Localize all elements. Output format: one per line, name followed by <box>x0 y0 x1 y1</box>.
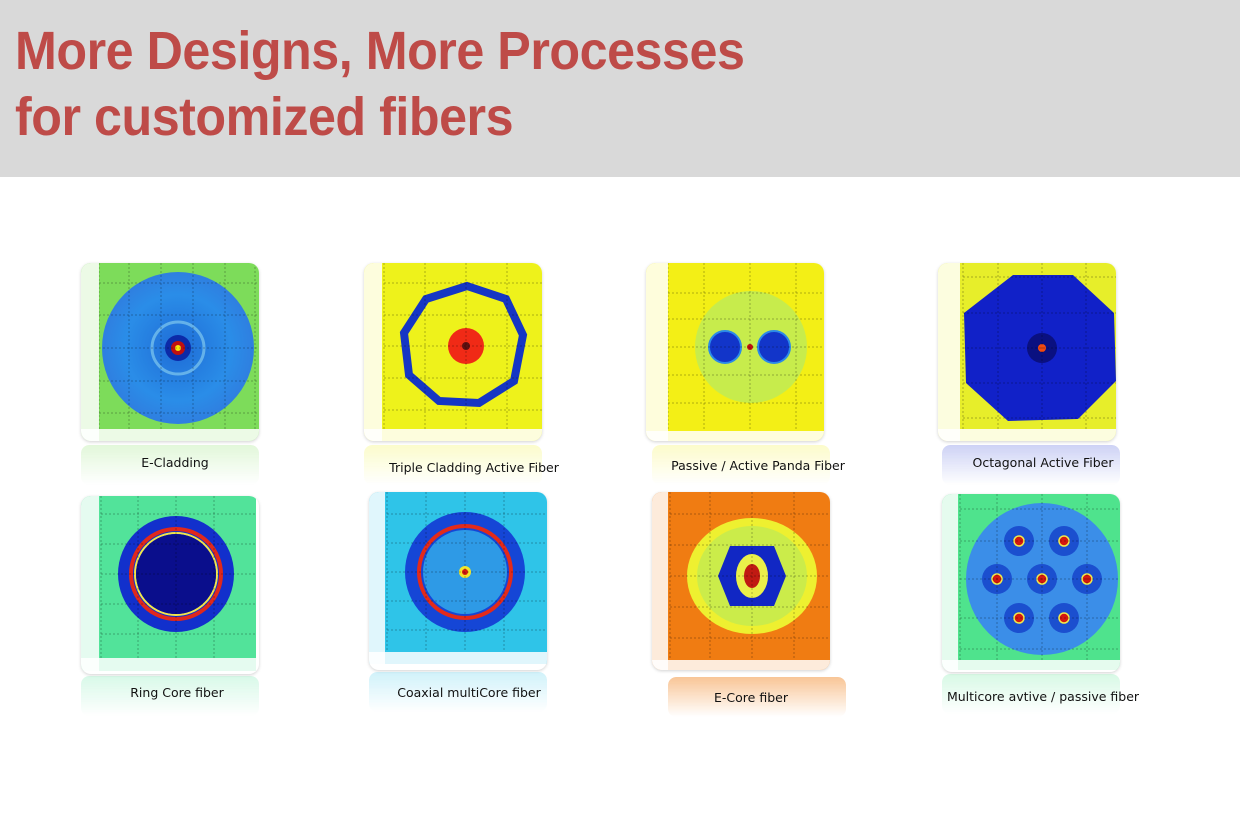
multicore-fiber-mode-plot <box>942 494 1120 672</box>
octagonal-fiber-reflection <box>942 445 1120 485</box>
ring-core-reflection <box>81 676 259 716</box>
ring-core-mode-plot <box>81 496 259 674</box>
slide-title-line1: More Designs, More Processes <box>15 21 745 81</box>
caption-ring-core: Ring Core fiber <box>130 685 224 700</box>
caption-panda-fiber: Passive / Active Panda Fiber <box>671 458 845 473</box>
coaxial-multicore-mode-plot <box>369 492 547 670</box>
title-banner: More Designs, More Processes for customi… <box>0 0 1240 177</box>
caption-triple-cladding: Triple Cladding Active Fiber <box>389 460 559 475</box>
multicore-fiber-reflection <box>942 674 1120 714</box>
slide-title-line2: for customized fibers <box>15 87 514 147</box>
e-cladding-reflection <box>81 445 259 485</box>
triple-cladding-mode-plot <box>364 263 542 441</box>
caption-e-cladding: E-Cladding <box>141 455 209 470</box>
caption-coaxial-multicore: Coaxial multiCore fiber <box>397 685 541 700</box>
e-core-mode-plot <box>652 492 830 670</box>
e-cladding-mode-plot <box>81 263 259 441</box>
panda-fiber-reflection <box>652 445 830 485</box>
caption-multicore-fiber: Multicore avtive / passive fiber <box>946 689 1140 704</box>
slide-title: More Designs, More Processes for customi… <box>15 18 745 150</box>
caption-octagonal-fiber: Octagonal Active Fiber <box>972 455 1114 470</box>
coaxial-multicore-reflection <box>369 672 547 712</box>
caption-e-core: E-Core fiber <box>714 690 788 705</box>
panda-fiber-mode-plot <box>646 263 824 441</box>
e-core-reflection <box>668 677 846 717</box>
octagonal-fiber-mode-plot <box>938 263 1116 441</box>
triple-cladding-reflection <box>364 445 542 485</box>
